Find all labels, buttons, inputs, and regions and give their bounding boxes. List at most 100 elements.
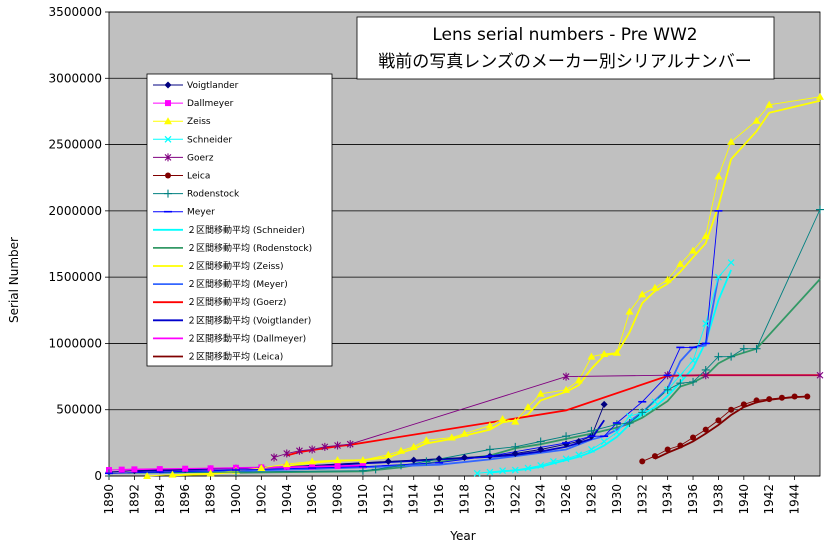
data-point <box>752 344 761 353</box>
y-tick-label: 3500000 <box>49 5 102 19</box>
data-point <box>727 137 736 145</box>
data-point <box>384 457 392 465</box>
legend-label: Meyer <box>187 208 215 218</box>
data-point <box>485 421 494 429</box>
data-point <box>816 205 824 214</box>
data-point <box>714 172 723 180</box>
chart-title: Lens serial numbers - Pre WW2 <box>432 25 697 45</box>
legend-label: Rodenstock <box>187 190 240 200</box>
data-point <box>460 429 469 437</box>
data-point <box>397 446 406 454</box>
x-tick-label: 1906 <box>305 484 319 515</box>
x-axis-title: Year <box>449 529 475 543</box>
data-point <box>486 468 494 476</box>
data-point <box>270 453 278 462</box>
moving-average-line <box>172 99 821 477</box>
legend-label: Dallmeyer <box>187 99 234 109</box>
y-tick-label: 2000000 <box>49 204 102 218</box>
data-point <box>650 283 659 291</box>
data-point <box>702 320 710 327</box>
data-point <box>182 465 189 472</box>
series-line <box>108 404 605 473</box>
data-point <box>752 116 761 124</box>
x-tick-label: 1932 <box>635 484 649 515</box>
legend-item: Dallmeyer <box>153 99 234 109</box>
data-point <box>461 453 468 461</box>
data-point <box>333 456 342 464</box>
y-tick-label: 500000 <box>56 403 102 417</box>
legend-item: ２区間移動平均 (Meyer) <box>153 278 288 290</box>
data-point <box>689 357 697 365</box>
x-tick-label: 1936 <box>686 484 700 515</box>
data-point <box>575 438 583 446</box>
data-point <box>309 463 316 470</box>
x-tick-label: 1912 <box>381 484 395 515</box>
data-point <box>447 433 456 441</box>
data-point <box>574 376 583 384</box>
series-markers <box>105 92 824 479</box>
data-point <box>498 414 507 422</box>
legend-item: Goerz <box>153 153 214 163</box>
data-point <box>384 450 393 458</box>
data-point <box>765 100 774 108</box>
data-point <box>131 466 138 473</box>
data-point <box>600 438 608 445</box>
data-point <box>296 446 303 455</box>
x-tick-label: 1926 <box>559 484 573 515</box>
x-tick-label: 1918 <box>458 484 472 515</box>
data-point <box>473 469 481 477</box>
y-tick-label: 3000000 <box>49 71 102 85</box>
x-tick-label: 1942 <box>762 484 776 515</box>
x-tick-label: 1904 <box>280 484 294 515</box>
data-point <box>626 412 633 420</box>
y-tick-label: 0 <box>94 469 102 483</box>
data-point <box>537 445 545 453</box>
legend-label: ２区間移動平均 (Voigtlander) <box>187 314 311 326</box>
x-tick-label: 1892 <box>127 484 141 515</box>
data-point <box>164 81 172 89</box>
data-point <box>562 455 570 463</box>
data-point <box>587 352 596 360</box>
data-point <box>164 117 172 125</box>
data-point <box>164 135 172 143</box>
data-point <box>499 467 507 475</box>
data-point <box>727 352 736 361</box>
data-point <box>118 466 125 473</box>
data-point <box>549 457 557 465</box>
data-point <box>371 465 380 474</box>
x-tick-label: 1914 <box>407 484 421 515</box>
legend-label: Goerz <box>187 153 214 163</box>
data-point <box>524 464 532 472</box>
data-point <box>359 462 366 469</box>
data-point <box>511 466 519 474</box>
legend-item: ２区間移動平均 (Goerz) <box>153 296 286 308</box>
x-tick-label: 1894 <box>153 484 167 515</box>
data-point <box>511 442 520 451</box>
data-point <box>537 461 545 469</box>
x-tick-label: 1902 <box>254 484 268 515</box>
data-point <box>409 442 418 450</box>
x-axis-ticks: 1890 1892 1894 1896 1898 1900 1902 1904 1906 1908… <box>102 476 802 515</box>
legend-label: Leica <box>187 172 210 182</box>
data-point <box>663 385 672 394</box>
data-point <box>804 393 811 400</box>
data-point <box>536 437 545 446</box>
legend-label: ２区間移動平均 (Rodenstock) <box>187 242 312 254</box>
data-point <box>753 397 760 404</box>
data-point <box>485 445 494 454</box>
data-point <box>165 172 171 179</box>
data-point <box>639 458 646 465</box>
y-tick-label: 1500000 <box>49 270 102 284</box>
x-tick-label: 1920 <box>483 484 497 515</box>
data-point <box>257 464 266 472</box>
data-point <box>715 417 722 424</box>
data-point <box>422 457 431 466</box>
legend-item: Zeiss <box>153 117 211 127</box>
legend-label: Voigtlander <box>187 81 239 91</box>
data-point <box>562 385 571 393</box>
data-point <box>651 398 659 406</box>
data-point <box>511 417 520 425</box>
data-point <box>701 365 710 374</box>
data-point <box>638 290 647 298</box>
